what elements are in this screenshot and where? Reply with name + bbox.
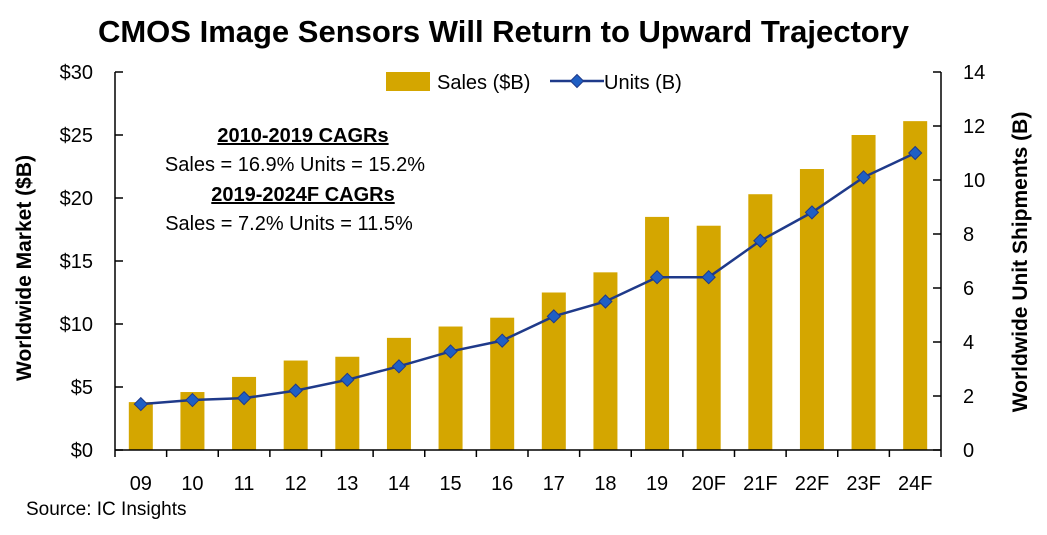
units-point-09 [133,396,149,412]
x-tick-label: 12 [285,473,307,495]
units-line-path [140,151,916,406]
legend: Sales ($B) Units (B) [386,72,682,94]
x-tick-label: 21F [743,473,777,495]
y2-tick-label: 14 [963,62,985,84]
sales-bar-21F [748,194,773,450]
x-tick-label: 24F [898,473,932,495]
x-tick-label: 16 [491,473,513,495]
y-tick-label: $10 [60,314,93,336]
sales-bar-19 [645,216,670,450]
x-tick-label: 17 [543,473,565,495]
y2-tick-label: 8 [963,224,974,246]
x-tick-label: 23F [846,473,880,495]
units-point-10 [185,392,200,408]
units-point-24F [907,145,923,161]
sales-bar-23F [851,135,876,450]
units-point-11 [236,390,252,406]
x-tick-label: 09 [130,473,152,495]
sales-bar-11 [232,376,257,450]
x-tick-label: 18 [594,473,616,495]
units-point-14 [391,359,407,374]
chart-title: CMOS Image Sensors Will Return to Upward… [97,14,910,49]
legend-swatch-sales [386,72,430,91]
x-tick-label: 14 [388,473,410,495]
y-tick-label: $15 [60,251,93,273]
y-tick-label: $0 [71,440,93,462]
units-point-23F [856,170,871,185]
legend-label-sales: Sales ($B) [437,72,530,94]
x-tick-label: 22F [795,473,829,495]
sales-bars [128,121,928,450]
x-tick-label: 15 [439,473,461,495]
y2-tick-label: 12 [963,116,985,138]
y-tick-label: $20 [60,188,93,210]
y-tick-label: $25 [60,125,93,147]
legend-label-units: Units (B) [604,72,682,94]
units-point-22F [804,205,820,220]
y2-tick-label: 6 [963,278,974,300]
y2-axis-title: Worldwide Unit Shipments (B) [1009,112,1032,413]
units-point-17 [546,309,562,324]
sales-bar-13 [335,356,360,450]
units-line [133,145,923,412]
x-tick-label: 10 [181,473,203,495]
sales-bar-24F [903,121,928,450]
y2-tick-label: 0 [963,440,974,462]
legend-marker-units [569,73,585,89]
y2-tick-label: 2 [963,386,974,408]
sales-bar-12 [283,360,308,450]
annotation-heading-2: 2019-2024F CAGRs [211,184,394,206]
units-point-16 [494,333,510,348]
units-point-19 [649,269,665,285]
annotation-text-1: Sales = 16.9% Units = 15.2% [165,154,425,176]
sales-bar-20F [696,225,721,450]
y2-tick-label: 4 [963,332,974,354]
x-tick-label: 11 [234,473,255,495]
units-point-18 [598,294,613,309]
annotation-heading-1: 2010-2019 CAGRs [217,125,388,147]
y-tick-label: $5 [71,377,93,399]
units-point-12 [288,383,303,398]
annotation-text-2: Sales = 7.2% Units = 11.5% [165,213,413,235]
x-tick-label: 13 [336,473,358,495]
y-axis-title: Worldwide Market ($B) [13,155,36,381]
sales-bar-14 [386,337,411,450]
y-tick-label: $30 [60,62,93,84]
x-tick-label: 20F [691,473,725,495]
source-note: Source: IC Insights [26,499,187,520]
units-point-13 [340,372,355,388]
units-point-20F [701,269,716,285]
units-point-21F [753,233,768,248]
x-tick-label: 19 [646,473,668,495]
y2-tick-label: 10 [963,170,985,192]
axes: $0 $5 $10 $15 $20 $25 $30 0 2 4 6 8 10 12 14 09 10 11 12 13… [60,62,986,495]
units-point-15 [443,344,458,359]
